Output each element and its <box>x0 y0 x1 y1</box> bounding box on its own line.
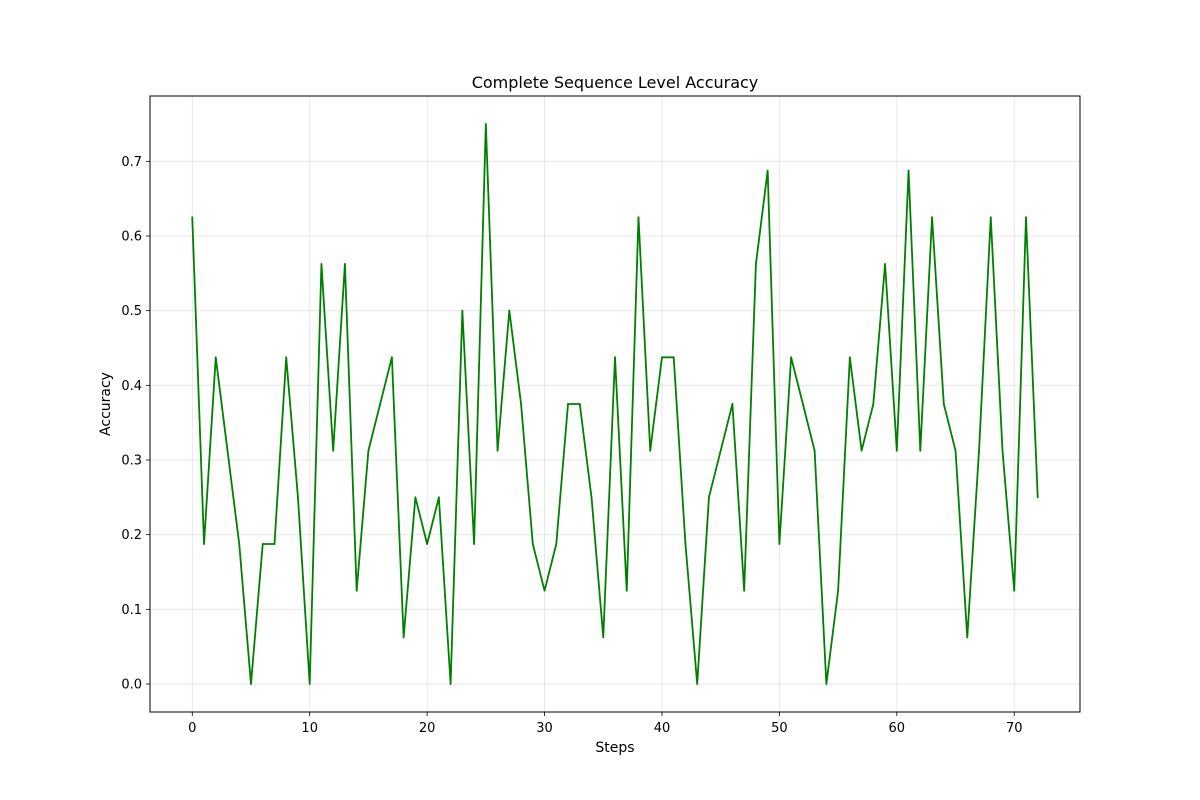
data-point <box>884 263 886 265</box>
data-point <box>661 356 663 359</box>
data-point <box>942 403 945 405</box>
data-point <box>297 496 299 499</box>
data-point <box>426 543 429 545</box>
data-point <box>449 683 452 685</box>
data-point <box>895 449 898 452</box>
data-point <box>344 263 346 265</box>
data-point <box>214 356 217 359</box>
data-point <box>907 169 910 172</box>
series-layer <box>191 123 1039 685</box>
data-point <box>355 589 358 592</box>
data-point <box>766 169 769 172</box>
data-point <box>390 356 393 359</box>
data-point <box>755 263 757 265</box>
x-tick-label: 30 <box>536 721 553 736</box>
axes: 0 10 20 30 40 50 60 70 0.0 0.1 0.2 0.3 0.4 0.5 0.6 0.7 <box>121 155 1022 736</box>
data-point <box>520 403 522 405</box>
data-point <box>860 449 863 452</box>
data-point <box>837 589 840 592</box>
x-tick-label: 60 <box>889 721 906 736</box>
data-point <box>1025 216 1027 219</box>
x-tick-label: 0 <box>188 721 196 736</box>
data-point <box>250 683 252 685</box>
x-tick-label: 50 <box>771 721 788 736</box>
data-point <box>989 216 992 219</box>
x-tick-label: 20 <box>419 721 436 736</box>
series-line <box>191 123 1039 685</box>
data-point <box>848 356 851 359</box>
data-point <box>484 123 487 125</box>
data-point <box>872 403 875 405</box>
grid <box>150 96 1080 712</box>
data-point <box>696 683 699 685</box>
y-tick-label: 0.1 <box>121 603 142 618</box>
data-point <box>649 449 652 452</box>
data-point <box>590 496 593 499</box>
data-point <box>625 589 628 592</box>
data-point <box>578 403 581 405</box>
data-point <box>226 449 229 452</box>
data-point <box>919 449 922 452</box>
x-axis-label: Steps <box>595 740 634 756</box>
data-point <box>825 683 828 685</box>
y-tick-label: 0.2 <box>121 528 142 543</box>
data-point <box>801 403 804 405</box>
y-tick-label: 0.5 <box>121 304 142 319</box>
data-point <box>238 543 241 545</box>
data-point <box>813 449 816 452</box>
data-point <box>743 589 746 592</box>
y-tick-label: 0.3 <box>121 454 142 469</box>
data-point <box>531 543 534 545</box>
x-tick-label: 10 <box>301 721 318 736</box>
data-point <box>931 216 933 219</box>
y-axis-label: Accuracy <box>98 372 114 436</box>
data-point <box>672 356 675 359</box>
data-point <box>978 449 980 452</box>
data-point <box>966 636 969 639</box>
data-point <box>790 356 793 359</box>
data-point <box>614 356 616 359</box>
data-point <box>567 403 569 405</box>
data-point <box>496 449 499 452</box>
y-tick-label: 0.7 <box>121 155 142 170</box>
data-point <box>543 589 546 592</box>
data-point <box>602 636 605 639</box>
data-point <box>954 449 957 452</box>
data-point <box>708 496 710 499</box>
data-point <box>719 449 722 452</box>
data-point <box>332 449 335 452</box>
data-point <box>1036 496 1039 499</box>
plot-frame <box>149 95 1081 713</box>
data-point <box>508 309 511 312</box>
data-point <box>367 449 370 452</box>
y-tick-label: 0.6 <box>121 230 142 245</box>
data-point <box>731 403 734 405</box>
data-point <box>778 543 781 545</box>
data-point <box>637 216 640 219</box>
data-point <box>261 543 264 545</box>
data-point <box>320 263 323 265</box>
data-point <box>379 403 382 405</box>
data-point <box>285 356 288 359</box>
data-point <box>461 309 464 312</box>
data-point <box>1013 589 1016 592</box>
x-tick-label: 70 <box>1006 721 1023 736</box>
y-tick-label: 0.4 <box>121 379 142 394</box>
data-point <box>308 683 311 685</box>
y-tick-label: 0.0 <box>121 678 142 693</box>
x-tick-label: 40 <box>654 721 671 736</box>
data-point <box>203 543 205 545</box>
data-point <box>555 543 558 545</box>
data-point <box>414 496 417 499</box>
chart-title: Complete Sequence Level Accuracy <box>472 73 759 92</box>
data-point <box>1001 449 1004 452</box>
data-point <box>684 543 687 545</box>
data-point <box>402 636 405 639</box>
data-point <box>191 216 194 219</box>
data-point <box>473 543 475 545</box>
data-point <box>437 496 440 499</box>
data-point <box>273 543 276 545</box>
